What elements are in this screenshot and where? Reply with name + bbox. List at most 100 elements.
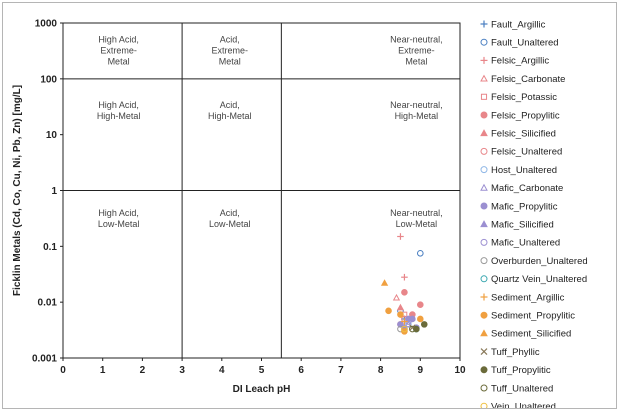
region-label-line: Extreme-	[100, 45, 137, 55]
region-label-line: Low-Metal	[98, 219, 140, 229]
region-label-line: Low-Metal	[209, 219, 251, 229]
legend-label: Overburden_Unaltered	[491, 256, 588, 267]
scatter-chart: 0 1 2 3 4 5 6 7 8 9 10 0.001 0.01 0.1 1 10 100 1000 High …	[12, 19, 588, 409]
legend-marker	[480, 348, 488, 356]
legend-item: Tuff_Unaltered	[480, 383, 553, 394]
x-tick-label: 5	[259, 365, 265, 376]
legend-item: Tuff_Propylitic	[480, 365, 551, 376]
legend-label: Tuff_Propylitic	[491, 365, 551, 376]
legend-marker	[480, 220, 488, 228]
data-point	[396, 303, 405, 311]
region-label-line: Near-neutral,	[390, 34, 443, 44]
legend-item: Mafic_Silicified	[480, 220, 554, 231]
data-point	[417, 315, 424, 323]
data-point	[401, 289, 408, 296]
region-label: Near-neutral, Extreme-Metal	[390, 34, 443, 66]
x-tick-label: 8	[378, 365, 384, 376]
x-tick-label: 6	[298, 365, 304, 376]
legend-label: Fault_Unaltered	[491, 38, 559, 49]
data-point	[392, 293, 401, 301]
legend-marker	[480, 111, 488, 119]
data-point	[409, 325, 416, 333]
region-label-line: Near-neutral,	[390, 100, 443, 110]
region-label: Near-neutral, Low-Metal	[390, 208, 443, 229]
legend-item: Tuff_Phyllic	[480, 347, 540, 358]
legend-marker	[480, 238, 488, 246]
legend-label: Felsic_Unaltered	[491, 147, 562, 158]
region-label-line: High Acid,	[98, 100, 139, 110]
region-label-line: High-Metal	[208, 111, 252, 121]
legend-marker	[480, 402, 488, 408]
legend-marker	[480, 20, 488, 28]
y-tick-label: 0.001	[32, 354, 57, 365]
legend-marker	[480, 329, 488, 337]
legend-marker	[480, 366, 488, 374]
legend-item: Mafic_Carbonate	[480, 183, 563, 194]
region-label-line: Acid,	[220, 208, 240, 218]
region-label: High Acid, Low-Metal	[98, 208, 140, 229]
data-point	[397, 233, 404, 240]
legend-item: Mafic_Propylitic	[480, 201, 558, 212]
x-bar	[409, 324, 416, 331]
x-tick-label: 7	[338, 365, 344, 376]
legend-item: Vein_Unaltered	[480, 402, 556, 409]
legend-item: Felsic_Propylitic	[480, 110, 560, 121]
y-tick-label: 10	[46, 130, 58, 141]
region-label-line: Metal	[405, 56, 427, 66]
y-tick-label: 0.01	[38, 298, 58, 309]
legend-marker	[480, 202, 488, 210]
legend-item: Felsic_Argillic	[480, 56, 549, 67]
legend-marker	[480, 147, 488, 155]
region-label: Acid, Extreme-Metal	[211, 34, 248, 66]
legend-item: Fault_Argillic	[480, 19, 546, 30]
data-point	[401, 273, 408, 281]
x-tick-label: 4	[219, 365, 225, 376]
legend-item: Fault_Unaltered	[480, 38, 559, 49]
legend-label: Tuff_Unaltered	[491, 383, 553, 394]
legend-label: Mafic_Silicified	[491, 220, 554, 231]
x-tick-label: 10	[454, 365, 466, 376]
region-label: Acid, Low-Metal	[209, 208, 251, 229]
data-point	[420, 321, 428, 328]
region-label: High Acid, Extreme-Metal	[98, 34, 139, 66]
legend-label: Mafic_Unaltered	[491, 238, 560, 249]
legend-label: Mafic_Propylitic	[491, 201, 558, 212]
legend-marker	[480, 56, 488, 64]
legend-label: Felsic_Potassic	[491, 92, 557, 103]
region-label-line: Extreme-	[398, 45, 435, 55]
legend-item: Sediment_Argillic	[480, 292, 565, 303]
x-bar	[480, 348, 488, 356]
legend-label: Sediment_Argillic	[491, 292, 565, 303]
data-point	[401, 318, 408, 325]
data-point	[385, 307, 392, 315]
legend-label: Vein_Unaltered	[491, 402, 556, 409]
x-tick-label: 0	[60, 365, 66, 376]
region-label-line: High Acid,	[98, 34, 139, 44]
legend-item: Felsic_Silicified	[480, 129, 556, 140]
legend-label: Tuff_Phyllic	[491, 347, 540, 358]
legend-item: Sediment_Propylitic	[480, 311, 575, 322]
legend: Fault_Argillic Fault_Unaltered Felsic_Argi…	[480, 19, 588, 409]
y-tick-label: 1	[51, 186, 57, 197]
legend-item: Felsic_Potassic	[480, 92, 557, 103]
legend-label: Quartz Vein_Unaltered	[491, 274, 587, 285]
y-tick-label: 100	[40, 74, 57, 85]
x-tick-label: 1	[100, 365, 106, 376]
legend-label: Host_Unaltered	[491, 165, 557, 176]
axis-ticks: 0 1 2 3 4 5 6 7 8 9 10 0.001 0.01 0.1 1 10 100 1000	[32, 19, 466, 377]
legend-item: Felsic_Carbonate	[480, 74, 565, 85]
region-label-line: High-Metal	[97, 111, 141, 121]
legend-label: Mafic_Carbonate	[491, 183, 563, 194]
legend-label: Felsic_Silicified	[491, 129, 556, 140]
legend-marker	[480, 129, 488, 137]
legend-item: Sediment_Silicified	[480, 329, 571, 340]
y-axis-title: Ficklin Metals (Cd, Co, Cu, Ni, Pb, Zn) …	[12, 85, 23, 296]
legend-marker	[480, 183, 488, 191]
legend-item: Felsic_Unaltered	[480, 147, 562, 158]
data-point	[417, 301, 424, 309]
x-tick-label: 9	[418, 365, 424, 376]
data-point	[380, 279, 389, 286]
data-points	[380, 233, 428, 335]
chart-frame: 0 1 2 3 4 5 6 7 8 9 10 0.001 0.01 0.1 1 10 100 1000 High …	[2, 2, 617, 409]
